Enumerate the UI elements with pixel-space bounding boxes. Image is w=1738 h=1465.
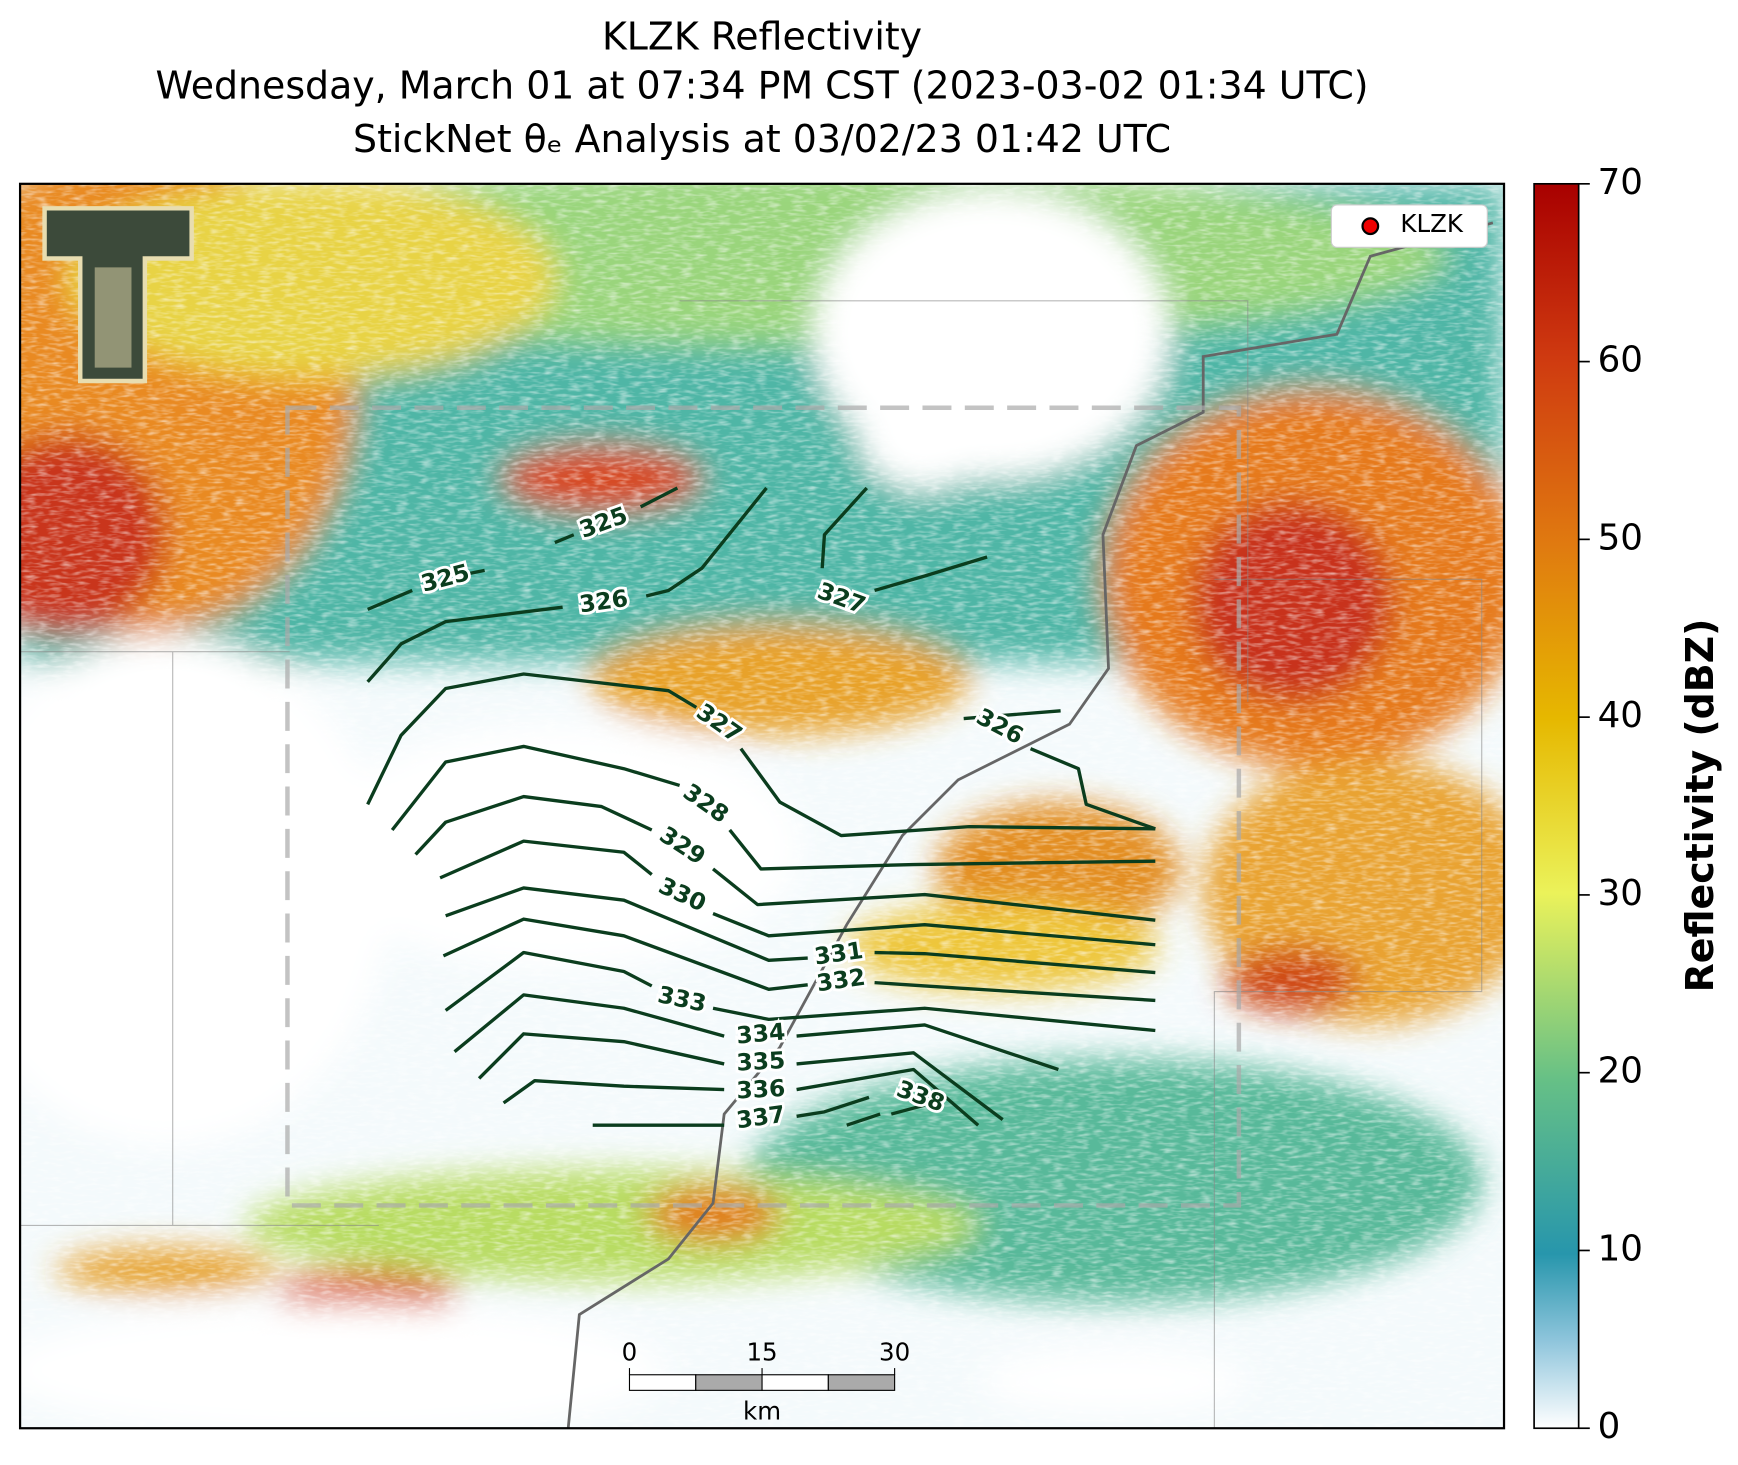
- colorbar-tick-label: 10: [1598, 1228, 1643, 1269]
- title-line: StickNet θₑ Analysis at 03/02/23 01:42 U…: [353, 117, 1171, 161]
- colorbar-tick-label: 30: [1598, 873, 1643, 914]
- legend-box: [1330, 204, 1488, 248]
- scale-segment: [827, 1374, 896, 1391]
- colorbar-tick-label: 0: [1598, 1406, 1621, 1447]
- title-line: Wednesday, March 01 at 07:34 PM CST (202…: [156, 64, 1369, 108]
- scale-segment: [695, 1374, 763, 1391]
- colorbar-tick-label: 70: [1598, 162, 1643, 203]
- contour-label: 336: [736, 1074, 786, 1105]
- scale-tick-label: 15: [746, 1338, 777, 1367]
- map-frame: [18, 182, 1506, 1430]
- scale-tick-label: 0: [622, 1338, 638, 1367]
- logo: [42, 206, 194, 384]
- colorbar-tick-label: 60: [1598, 340, 1643, 381]
- analysis-domain: [285, 405, 1242, 1208]
- scale-tick-label: 30: [879, 1338, 910, 1367]
- legend-marker: [1361, 217, 1380, 236]
- scale-segment: [761, 1374, 829, 1391]
- scale-segment: [628, 1374, 697, 1391]
- scale-unit: km: [743, 1397, 781, 1426]
- legend-label: KLZK: [1400, 209, 1463, 238]
- colorbar-tick-label: 50: [1598, 517, 1643, 558]
- colorbar-label: Reflectivity (dBZ): [1678, 619, 1722, 993]
- radar-field: [20, 183, 1505, 1429]
- title-line: KLZK Reflectivity: [602, 14, 922, 58]
- contour-label: 326: [578, 584, 630, 619]
- legend: KLZK: [1330, 204, 1488, 248]
- colorbar-tick-label: 40: [1598, 695, 1643, 736]
- contour-label: 335: [736, 1046, 786, 1077]
- contour-label: 334: [735, 1017, 786, 1049]
- colorbar: [1533, 182, 1580, 1430]
- colorbar-tick-label: 20: [1598, 1051, 1643, 1092]
